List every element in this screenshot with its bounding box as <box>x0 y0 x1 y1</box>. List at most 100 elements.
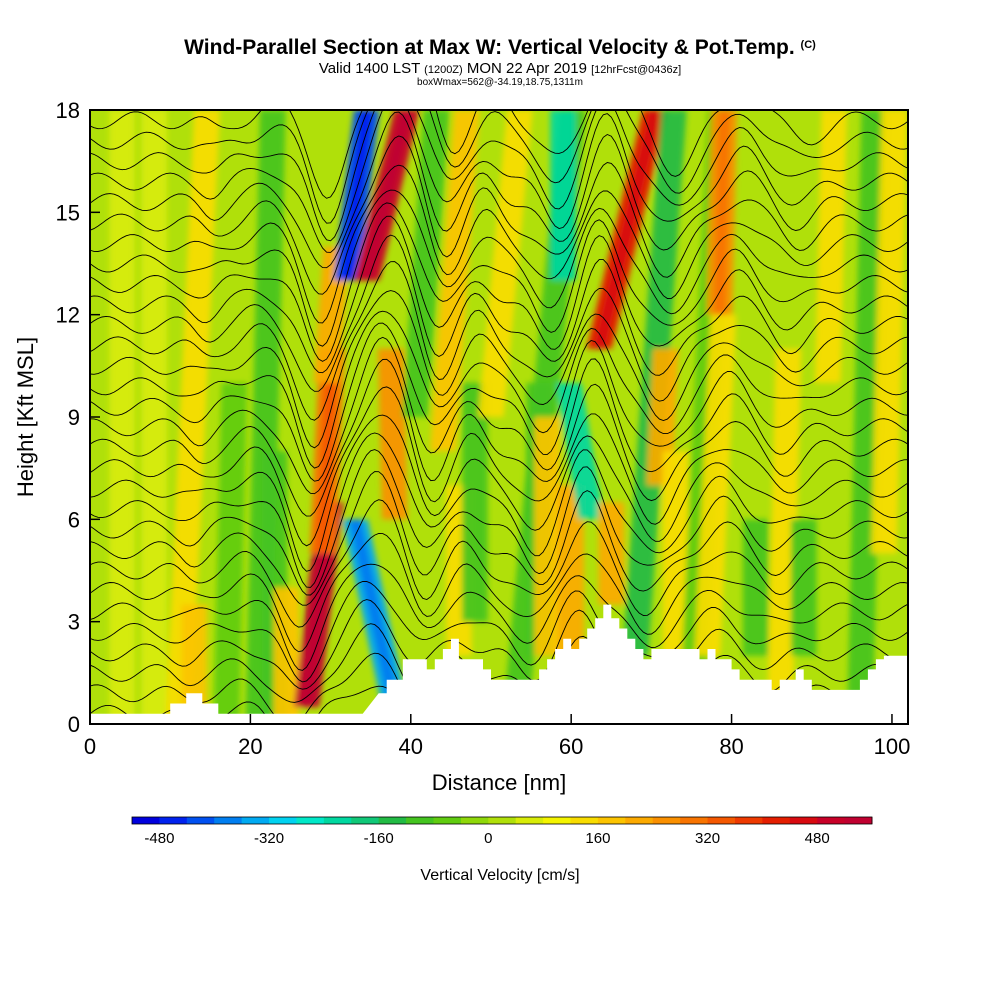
velocity-core-26 <box>593 110 662 349</box>
isentrope-28 <box>90 110 908 224</box>
colorbar-tick-label-0: -480 <box>144 830 174 847</box>
velocity-band-2 <box>165 110 220 724</box>
isentrope-23 <box>90 164 908 324</box>
colorbar-swatch-5 <box>269 817 297 824</box>
colorbar-swatch-22 <box>734 817 763 824</box>
x-tick-label-100: 100 <box>874 734 911 759</box>
colorbar-swatch-25 <box>817 817 846 824</box>
velocity-band-34 <box>742 519 769 656</box>
isentrope-10 <box>90 432 908 588</box>
y-tick-label-6: 6 <box>68 507 80 532</box>
chart-subtitle-box: boxWmax=562@-34.19,18.75,1311m <box>417 77 583 88</box>
colorbar-tick-label-4: 160 <box>585 830 610 847</box>
velocity-band-7 <box>273 587 300 724</box>
colorbar-tick-label-5: 320 <box>695 830 720 847</box>
velocity-band-38 <box>847 110 888 724</box>
isentrope-15 <box>90 322 908 482</box>
colorbar-swatch-19 <box>652 817 681 824</box>
chart-title-mark: (C) <box>800 39 816 51</box>
colorbar-swatch-12 <box>460 817 489 824</box>
subtitle-forecast: [12hrFcst@0436z] <box>591 64 682 76</box>
isentrope-26 <box>90 110 908 253</box>
isentrope-9 <box>90 449 908 596</box>
y-tick-label-12: 12 <box>56 303 80 328</box>
colorbar-swatch-20 <box>680 817 709 824</box>
terrain-mask <box>90 604 908 724</box>
velocity-core-32 <box>713 110 731 315</box>
colorbar-frame <box>131 816 873 825</box>
isentrope-14 <box>90 336 908 495</box>
subtitle-utc: (1200Z) <box>424 64 463 76</box>
colorbar-tick-label-1: -320 <box>254 830 284 847</box>
velocity-band-25 <box>555 382 605 520</box>
x-tick-label-20: 20 <box>238 734 262 759</box>
velocity-band-24 <box>558 485 585 656</box>
isentrope-12 <box>90 386 908 547</box>
y-tick-label-3: 3 <box>68 610 80 635</box>
isentrope-6 <box>90 533 908 653</box>
velocity-band-39 <box>871 110 908 554</box>
x-tick-label-40: 40 <box>399 734 423 759</box>
isentrope-3 <box>90 599 908 690</box>
isentrope-13 <box>90 358 908 517</box>
colorbar-swatch-1 <box>159 817 188 824</box>
isentrope-25 <box>90 111 908 269</box>
isentrope-5 <box>90 563 908 671</box>
velocity-band-1 <box>141 110 167 724</box>
subtitle-date: MON 22 Apr 2019 <box>466 60 587 77</box>
y-tick-label-15: 15 <box>56 200 80 225</box>
velocity-band-18 <box>462 382 488 622</box>
chart-title: Wind-Parallel Section at Max W: Vertical… <box>0 36 1000 60</box>
velocity-band-30 <box>662 451 689 656</box>
velocity-band-37 <box>814 110 848 383</box>
colorbar-swatch-21 <box>707 817 736 824</box>
colorbar-swatch-6 <box>296 817 325 824</box>
velocity-band-14 <box>377 348 408 520</box>
subtitle-valid: Valid 1400 LST <box>318 60 420 77</box>
colorbar-title: Vertical Velocity [cm/s] <box>420 867 579 884</box>
isentrope-11 <box>90 414 908 572</box>
isentrope-8 <box>90 471 908 606</box>
colorbar-swatch-9 <box>378 817 407 824</box>
colorbar <box>131 816 873 825</box>
chart-subtitle: Valid 1400 LST (1200Z) MON 22 Apr 2019 [… <box>0 60 1000 77</box>
isentrope-22 <box>90 189 908 347</box>
velocity-band-19 <box>478 110 533 417</box>
colorbar-swatch-0 <box>132 817 160 824</box>
colorbar-swatch-7 <box>323 817 352 824</box>
colorbar-tick-label-3: 0 <box>484 830 492 847</box>
x-axis: 0 20 40 60 80 100 <box>84 714 910 759</box>
x-tick-label-80: 80 <box>719 734 743 759</box>
isentrope-24 <box>90 135 908 295</box>
colorbar-swatch-17 <box>597 817 626 824</box>
isentrope-16 <box>90 310 908 469</box>
colorbar-swatch-15 <box>543 817 572 824</box>
y-tick-label-0: 0 <box>68 712 80 737</box>
terrain-fill <box>90 604 908 724</box>
colorbar-swatch-14 <box>515 817 544 824</box>
colorbar-swatch-18 <box>625 817 654 824</box>
velocity-band-16 <box>430 110 480 452</box>
x-tick-label-60: 60 <box>559 734 583 759</box>
colorbar-swatch-11 <box>433 817 462 824</box>
velocity-band-23 <box>550 110 576 281</box>
velocity-band-36 <box>790 519 817 656</box>
colorbar-swatch-10 <box>406 817 434 824</box>
velocity-core-9 <box>316 348 338 554</box>
colorbar-tick-label-6: 480 <box>805 830 830 847</box>
x-axis-title: Distance [nm] <box>432 770 567 795</box>
velocity-band-27 <box>598 502 625 605</box>
colorbar-swatch-24 <box>789 817 818 824</box>
isentrope-19 <box>90 234 908 392</box>
isentrope-21 <box>90 202 908 362</box>
chart-title-text: Wind-Parallel Section at Max W: Vertical… <box>184 36 795 59</box>
isentrope-27 <box>90 110 908 242</box>
colorbar-swatch-8 <box>351 817 380 824</box>
velocity-band-0 <box>109 110 135 724</box>
colorbar-swatch-4 <box>241 817 270 824</box>
colorbar-swatch-2 <box>186 817 215 824</box>
velocity-band-4 <box>213 382 248 724</box>
velocity-band-5 <box>245 110 286 724</box>
colorbar-swatch-13 <box>488 817 517 824</box>
